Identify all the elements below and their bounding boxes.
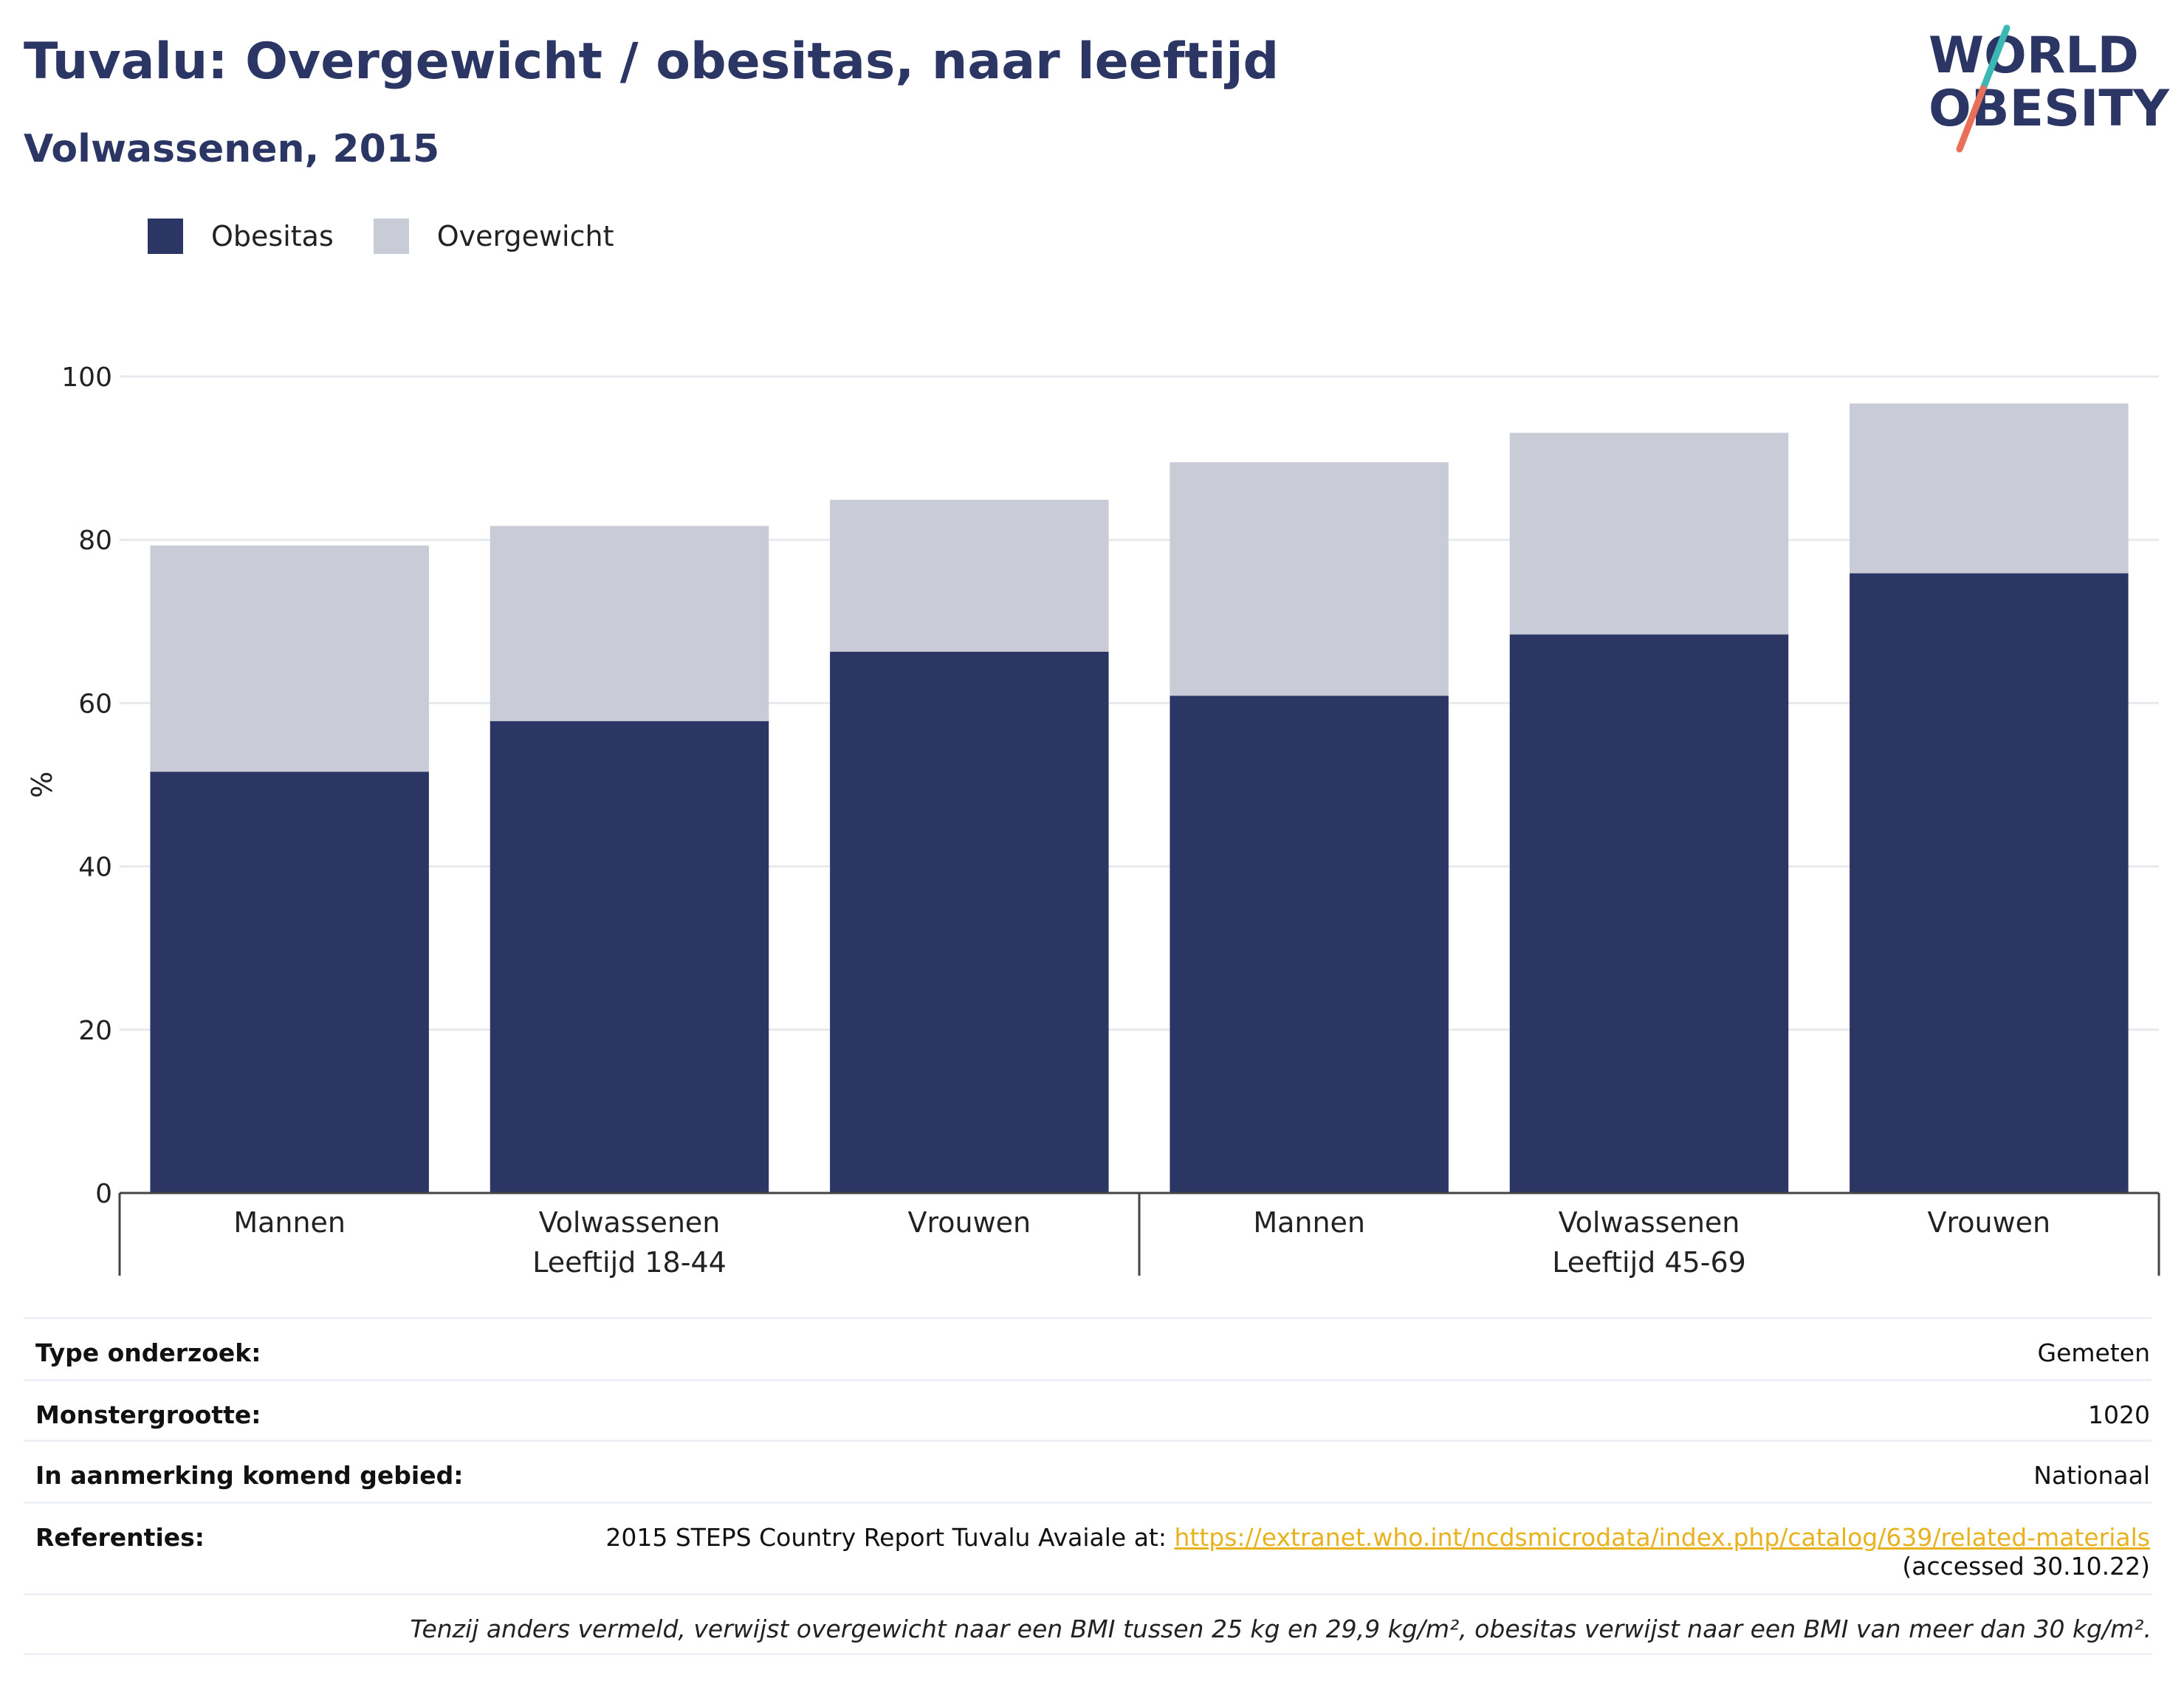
- world-obesity-logo: WORLD OBESITY: [1929, 24, 2170, 153]
- y-tick-label: 0: [95, 1179, 112, 1209]
- bar-overgewicht-2: [490, 526, 769, 721]
- info-label-type: Type onderzoek:: [35, 1338, 261, 1367]
- x-tick-label: Mannen: [233, 1206, 346, 1239]
- y-tick-label: 80: [78, 526, 112, 556]
- chart-subtitle: Volwassenen, 2015: [24, 127, 440, 171]
- bar-obesitas-2: [490, 721, 769, 1193]
- y-tick-label: 20: [78, 1016, 112, 1046]
- x-tick-label: Vrouwen: [907, 1206, 1031, 1239]
- x-tick-label: Vrouwen: [1927, 1206, 2050, 1239]
- x-tick-label: Mannen: [1253, 1206, 1365, 1239]
- x-tick-label: Volwassenen: [539, 1206, 721, 1239]
- logo-word-world: WORLD: [1929, 27, 2139, 85]
- legend-label-overgewicht: Overgewicht: [436, 220, 614, 252]
- legend-label-obesitas: Obesitas: [211, 220, 334, 252]
- legend-item-overgewicht[interactable]: Overgewicht: [373, 219, 614, 254]
- info-table: Type onderzoek: Gemeten Monstergrootte: …: [24, 1317, 2152, 1655]
- legend-item-obesitas[interactable]: Obesitas: [148, 219, 334, 254]
- chart-title: Tuvalu: Overgewicht / obesitas, naar lee…: [24, 32, 1280, 91]
- y-tick-label: 60: [78, 689, 112, 719]
- info-label-area: In aanmerking komend gebied:: [35, 1461, 464, 1490]
- bar-overgewicht-6: [1850, 403, 2129, 574]
- bar-obesitas-5: [1509, 634, 1789, 1193]
- x-group-label: Leeftijd 45-69: [1552, 1246, 1746, 1279]
- y-tick-label: 100: [61, 362, 112, 393]
- reference-accessed: (accessed 30.10.22): [1902, 1552, 2150, 1581]
- reference-link[interactable]: https://extranet.who.int/ncdsmicrodata/i…: [1174, 1523, 2150, 1552]
- bar-overgewicht-1: [150, 545, 429, 772]
- x-tick-label: Volwassenen: [1559, 1206, 1740, 1239]
- info-row-area: In aanmerking komend gebied: Nationaal: [24, 1440, 2152, 1502]
- info-value-references: 2015 STEPS Country Report Tuvalu Avaiale…: [605, 1523, 2152, 1581]
- info-row-size: Monstergrootte: 1020: [24, 1379, 2152, 1440]
- bar-overgewicht-5: [1509, 433, 1789, 635]
- logo-slash-teal: [1979, 24, 2010, 92]
- info-value-area: Nationaal: [2033, 1461, 2150, 1490]
- bar-obesitas-3: [830, 651, 1109, 1193]
- info-label-size: Monstergrootte:: [35, 1400, 261, 1429]
- logo-slash-coral: [1956, 85, 1987, 153]
- bar-overgewicht-3: [830, 500, 1109, 652]
- info-row-type: Type onderzoek: Gemeten: [24, 1317, 2152, 1379]
- stacked-bar-chart: 0 20 40 60 80 100% Mannen Volwassenen Vrouwen Man…: [26, 362, 2160, 1279]
- y-tick-label: 40: [78, 853, 112, 883]
- y-axis-title: %: [26, 771, 58, 798]
- bar-overgewicht-4: [1170, 462, 1449, 696]
- info-row-references: Referenties: 2015 STEPS Country Report T…: [24, 1502, 2152, 1593]
- bar-obesitas-4: [1170, 695, 1449, 1193]
- reference-text: 2015 STEPS Country Report Tuvalu Avaiale…: [605, 1523, 1175, 1552]
- bar-obesitas-1: [150, 771, 429, 1193]
- legend-swatch-obesitas: [148, 219, 183, 254]
- bar-obesitas-6: [1850, 573, 2129, 1193]
- info-value-type: Gemeten: [2037, 1338, 2150, 1367]
- info-value-size: 1020: [2088, 1400, 2150, 1429]
- footnote-bmi-definition: Tenzij anders vermeld, verwijst overgewi…: [410, 1615, 2152, 1643]
- x-group-label: Leeftijd 18-44: [532, 1246, 727, 1279]
- info-label-references: Referenties:: [35, 1523, 205, 1552]
- chart-legend: Obesitas Overgewicht: [148, 219, 654, 254]
- info-row-note: Tenzij anders vermeld, verwijst overgewi…: [24, 1593, 2152, 1655]
- legend-swatch-overgewicht: [373, 219, 409, 254]
